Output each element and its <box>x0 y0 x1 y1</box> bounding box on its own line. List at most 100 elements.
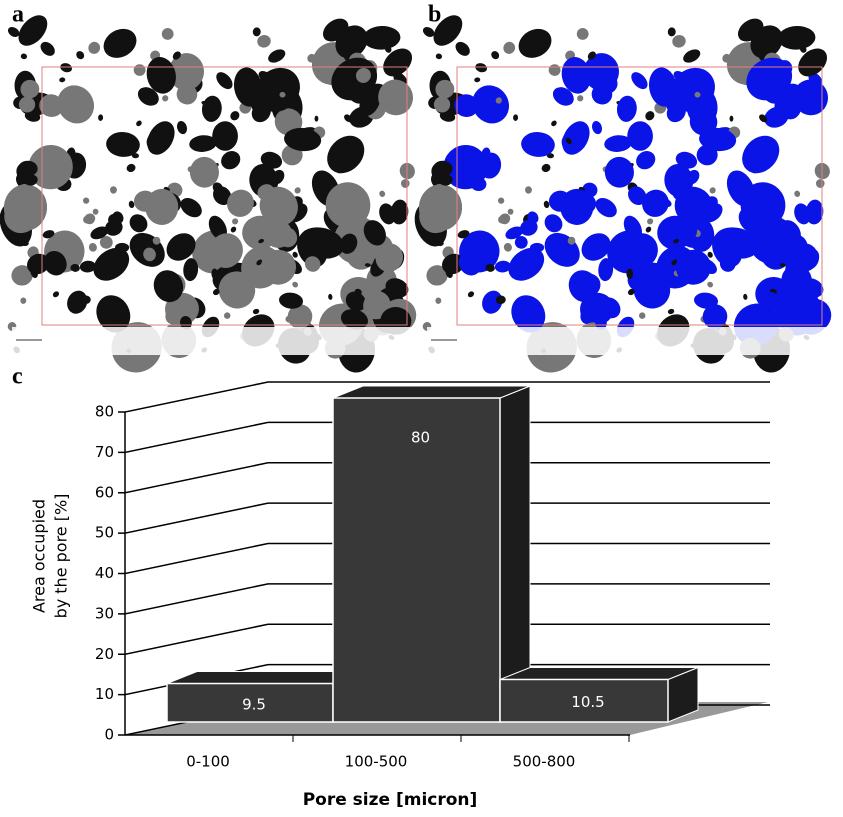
pore <box>443 144 488 190</box>
pore <box>80 295 91 305</box>
x-axis-label: Pore size [micron] <box>303 790 478 810</box>
y-tick-label: 0 <box>104 726 114 744</box>
pore <box>299 227 344 259</box>
y-tick-label: 50 <box>95 524 114 542</box>
pore <box>454 94 479 117</box>
pore <box>19 183 30 195</box>
y-tick-label: 70 <box>95 443 114 461</box>
pore <box>561 57 591 94</box>
pore <box>60 63 73 73</box>
pore <box>180 316 192 330</box>
pore <box>307 53 317 63</box>
roi-frame <box>41 66 408 326</box>
pore <box>28 144 73 190</box>
pore <box>328 293 333 300</box>
pore <box>279 292 304 309</box>
pore <box>474 77 481 83</box>
pore <box>230 111 240 121</box>
pore <box>209 233 243 269</box>
pore <box>227 189 254 217</box>
pore <box>105 219 123 236</box>
pore <box>676 220 698 241</box>
pore <box>445 267 453 279</box>
grid-line <box>124 623 770 655</box>
pore <box>325 182 371 229</box>
pore <box>43 250 67 276</box>
pore <box>88 242 97 252</box>
pore <box>145 188 179 225</box>
pore <box>508 247 545 281</box>
pore <box>667 308 675 315</box>
pore <box>251 102 271 123</box>
pore <box>84 213 96 225</box>
pore <box>567 236 576 245</box>
pore <box>495 97 502 104</box>
bar-top <box>332 385 531 399</box>
pore <box>722 53 732 63</box>
pore <box>707 281 714 288</box>
roi-frame <box>456 66 823 326</box>
pore <box>137 87 159 106</box>
pore <box>485 263 495 272</box>
pore <box>759 114 768 123</box>
pore <box>166 233 196 261</box>
pore <box>172 51 181 60</box>
pore <box>221 151 241 170</box>
pore <box>57 85 95 124</box>
pore <box>503 242 512 252</box>
pore <box>472 85 510 124</box>
pore <box>327 135 365 174</box>
pore <box>103 28 137 58</box>
bar-top <box>499 666 699 680</box>
pore <box>743 293 748 300</box>
pore <box>268 49 286 63</box>
pore <box>261 220 283 241</box>
y-tick-label: 30 <box>95 604 114 622</box>
pore <box>645 111 655 121</box>
pore <box>495 295 506 305</box>
pore <box>595 316 607 330</box>
pore <box>223 312 231 319</box>
pore <box>279 91 286 98</box>
pore <box>52 291 60 298</box>
pore <box>497 197 505 204</box>
pore <box>694 91 701 98</box>
pore <box>208 215 227 240</box>
pore <box>511 295 546 333</box>
pore <box>742 135 780 174</box>
pore <box>729 115 734 122</box>
pore <box>40 41 55 56</box>
pore <box>39 94 64 117</box>
pore <box>435 53 443 60</box>
pore <box>626 268 633 280</box>
pore <box>294 187 301 194</box>
pore <box>587 51 596 60</box>
panel-label: b <box>428 2 441 28</box>
pore <box>88 41 101 54</box>
pore <box>433 15 463 46</box>
pore <box>604 156 634 188</box>
pore <box>152 236 161 245</box>
pore <box>518 28 552 58</box>
pore <box>740 182 786 229</box>
pore <box>126 163 136 173</box>
pore <box>20 297 27 304</box>
pore <box>20 79 40 99</box>
pore <box>345 291 366 312</box>
pore <box>507 208 514 215</box>
pore <box>467 291 475 298</box>
pore <box>520 219 538 236</box>
pore <box>667 27 676 37</box>
bar <box>332 397 501 723</box>
pore <box>177 120 187 135</box>
pore <box>777 26 816 50</box>
pore <box>379 190 386 198</box>
pore <box>362 26 401 50</box>
grid-line <box>124 583 770 615</box>
pore <box>714 227 759 259</box>
panel-label: a <box>12 2 24 28</box>
pore <box>560 188 594 225</box>
pore <box>92 208 99 215</box>
pore <box>675 249 712 285</box>
